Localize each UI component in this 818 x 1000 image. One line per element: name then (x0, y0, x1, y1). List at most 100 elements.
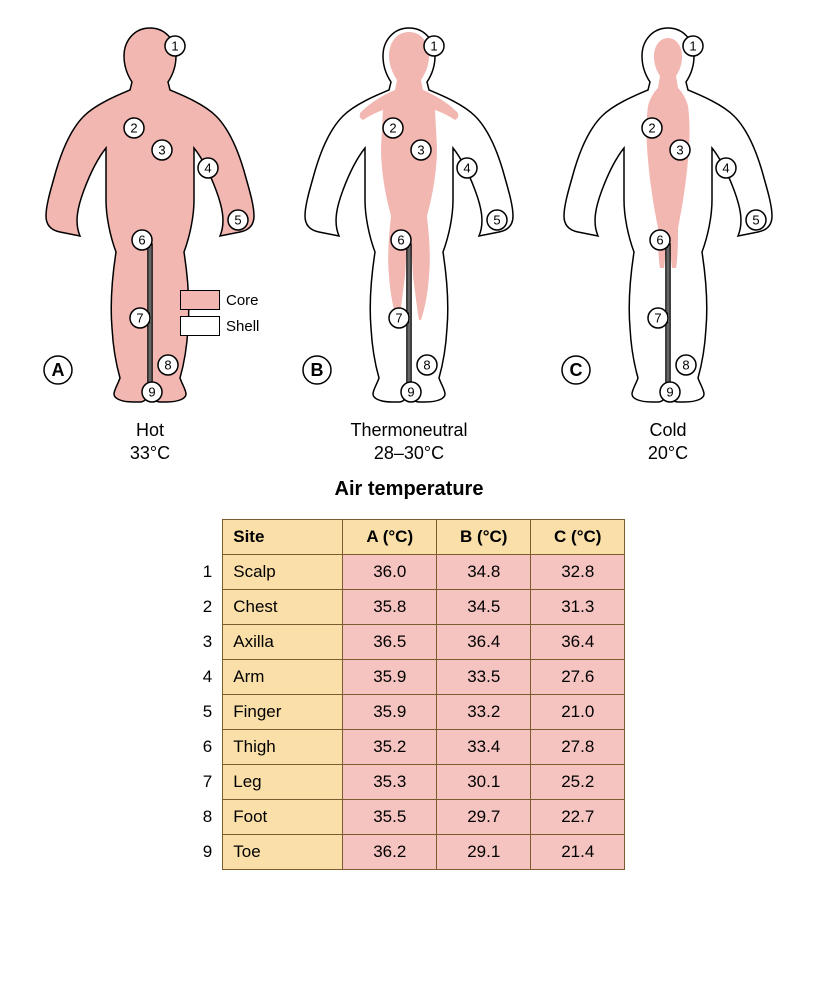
cell-b: 30.1 (437, 764, 531, 799)
body-diagram-c: 1 2 3 4 5 6 7 89 C (558, 20, 778, 410)
cell-c: 27.6 (531, 659, 625, 694)
svg-text:5: 5 (493, 213, 500, 228)
svg-text:6: 6 (138, 233, 145, 248)
cell-a: 36.5 (343, 624, 437, 659)
cell-c: 21.4 (531, 834, 625, 869)
th-c: C (°C) (531, 519, 625, 554)
cell-c: 31.3 (531, 589, 625, 624)
cell-b: 33.4 (437, 729, 531, 764)
cell-a: 35.8 (343, 589, 437, 624)
th-b: B (°C) (437, 519, 531, 554)
svg-text:8: 8 (682, 358, 689, 373)
figure-caption-a: Hot 33°C (30, 419, 270, 466)
legend: Core Shell (180, 290, 259, 342)
svg-text:2: 2 (648, 121, 655, 136)
cell-b: 34.5 (437, 589, 531, 624)
svg-text:1: 1 (689, 39, 696, 54)
cell-c: 21.0 (531, 694, 625, 729)
row-index: 8 (193, 799, 223, 834)
svg-text:6: 6 (656, 233, 663, 248)
table-row: 3 Axilla 36.5 36.4 36.4 (193, 624, 625, 659)
svg-text:3: 3 (417, 143, 424, 158)
svg-text:2: 2 (130, 121, 137, 136)
svg-text:9: 9 (666, 385, 673, 400)
figure-b: 1 2 3 4 5 6 7 89 B Thermoneutral 28–30°C (289, 20, 529, 466)
svg-text:2: 2 (389, 121, 396, 136)
cell-a: 35.5 (343, 799, 437, 834)
svg-text:B: B (311, 360, 324, 380)
svg-text:7: 7 (395, 311, 402, 326)
cell-site: Axilla (223, 624, 343, 659)
cell-site: Toe (223, 834, 343, 869)
cell-a: 36.2 (343, 834, 437, 869)
row-index: 2 (193, 589, 223, 624)
table-row: 6 Thigh 35.2 33.4 27.8 (193, 729, 625, 764)
cell-b: 29.1 (437, 834, 531, 869)
svg-text:9: 9 (148, 385, 155, 400)
legend-core: Core (180, 290, 259, 310)
table-row: 4 Arm 35.9 33.5 27.6 (193, 659, 625, 694)
figure-a: 1 2 3 4 5 6 7 89 A Hot 33°C Core Shell (30, 20, 270, 466)
row-index: 3 (193, 624, 223, 659)
figure-c: 1 2 3 4 5 6 7 89 C Cold 20°C (548, 20, 788, 466)
row-index: 4 (193, 659, 223, 694)
row-index: 9 (193, 834, 223, 869)
temperature-table: Site A (°C) B (°C) C (°C) 1 Scalp 36.0 3… (193, 519, 625, 870)
th-a: A (°C) (343, 519, 437, 554)
svg-text:3: 3 (676, 143, 683, 158)
svg-text:4: 4 (463, 161, 470, 176)
svg-text:6: 6 (397, 233, 404, 248)
cell-site: Foot (223, 799, 343, 834)
svg-text:1: 1 (171, 39, 178, 54)
cell-site: Leg (223, 764, 343, 799)
legend-shell-swatch (180, 316, 220, 336)
svg-text:9: 9 (407, 385, 414, 400)
table-row: 9 Toe 36.2 29.1 21.4 (193, 834, 625, 869)
cell-site: Arm (223, 659, 343, 694)
row-index: 7 (193, 764, 223, 799)
table-corner (193, 519, 223, 554)
row-index: 1 (193, 554, 223, 589)
svg-text:A: A (52, 360, 65, 380)
row-index: 6 (193, 729, 223, 764)
table-row: 5 Finger 35.9 33.2 21.0 (193, 694, 625, 729)
svg-text:4: 4 (722, 161, 729, 176)
cell-a: 36.0 (343, 554, 437, 589)
cell-a: 35.9 (343, 694, 437, 729)
table-row: 1 Scalp 36.0 34.8 32.8 (193, 554, 625, 589)
th-site: Site (223, 519, 343, 554)
svg-text:7: 7 (136, 311, 143, 326)
cell-c: 36.4 (531, 624, 625, 659)
cell-c: 22.7 (531, 799, 625, 834)
svg-text:8: 8 (164, 358, 171, 373)
figure-caption-c: Cold 20°C (548, 419, 788, 466)
figures-row: 123456789 A Hot 33°C Core Shell 12345678… (30, 20, 788, 466)
legend-shell-label: Shell (226, 318, 259, 335)
cell-site: Thigh (223, 729, 343, 764)
table-row: 8 Foot 35.5 29.7 22.7 (193, 799, 625, 834)
table-row: 2 Chest 35.8 34.5 31.3 (193, 589, 625, 624)
row-index: 5 (193, 694, 223, 729)
svg-text:5: 5 (752, 213, 759, 228)
cell-c: 27.8 (531, 729, 625, 764)
table-row: 7 Leg 35.3 30.1 25.2 (193, 764, 625, 799)
svg-text:7: 7 (654, 311, 661, 326)
svg-text:5: 5 (234, 213, 241, 228)
cell-b: 29.7 (437, 799, 531, 834)
svg-text:8: 8 (423, 358, 430, 373)
section-title: Air temperature (30, 478, 788, 501)
cell-c: 32.8 (531, 554, 625, 589)
svg-text:3: 3 (158, 143, 165, 158)
cell-site: Chest (223, 589, 343, 624)
svg-text:4: 4 (204, 161, 211, 176)
legend-shell: Shell (180, 316, 259, 336)
svg-text:1: 1 (430, 39, 437, 54)
svg-text:C: C (570, 360, 583, 380)
cell-b: 33.5 (437, 659, 531, 694)
figure-caption-b: Thermoneutral 28–30°C (289, 419, 529, 466)
legend-core-swatch (180, 290, 220, 310)
cell-b: 36.4 (437, 624, 531, 659)
cell-b: 34.8 (437, 554, 531, 589)
cell-site: Scalp (223, 554, 343, 589)
cell-c: 25.2 (531, 764, 625, 799)
